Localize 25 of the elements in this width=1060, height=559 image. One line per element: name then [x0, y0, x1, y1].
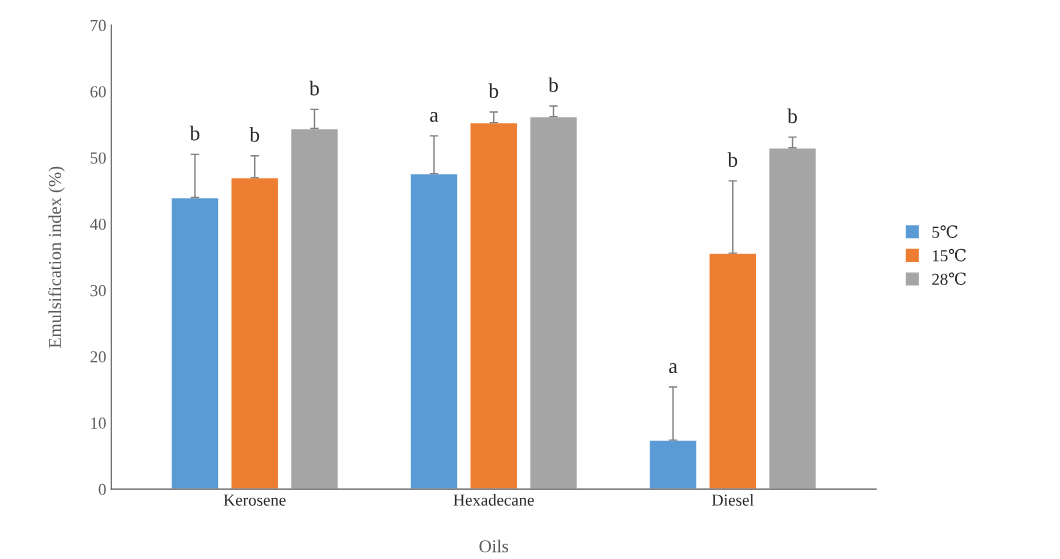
y-axis-title: Emulsification index (%): [48, 166, 65, 348]
annotation: b: [488, 83, 499, 99]
y-tick-label: 30: [90, 284, 106, 297]
y-tick-label: 0: [98, 483, 106, 496]
legend-label: 15℃: [932, 248, 966, 262]
annotation: b: [548, 77, 558, 93]
y-tick-label: 10: [91, 417, 106, 429]
y-tick-label: 20: [90, 351, 106, 363]
annotation: a: [430, 111, 439, 122]
y-tick-label: 70: [90, 19, 106, 32]
x-tick-label: Kerosene: [223, 494, 286, 506]
x-tick-label: Hexadecane: [453, 493, 534, 506]
y-tick-label: 50: [90, 152, 106, 164]
x-tick-label: Diesel: [711, 493, 754, 506]
annotation: b: [249, 127, 260, 142]
x-axis-title: Oils: [479, 539, 509, 553]
legend-label: 5℃: [932, 225, 958, 238]
y-tick-label: 40: [90, 218, 106, 230]
legend-label: 28℃: [932, 272, 966, 285]
annotation: b: [787, 108, 797, 124]
annotation: b: [727, 152, 738, 167]
annotation: b: [189, 125, 200, 141]
y-tick-label: 60: [90, 86, 106, 98]
annotation: b: [309, 80, 319, 96]
annotation: a: [669, 363, 678, 374]
